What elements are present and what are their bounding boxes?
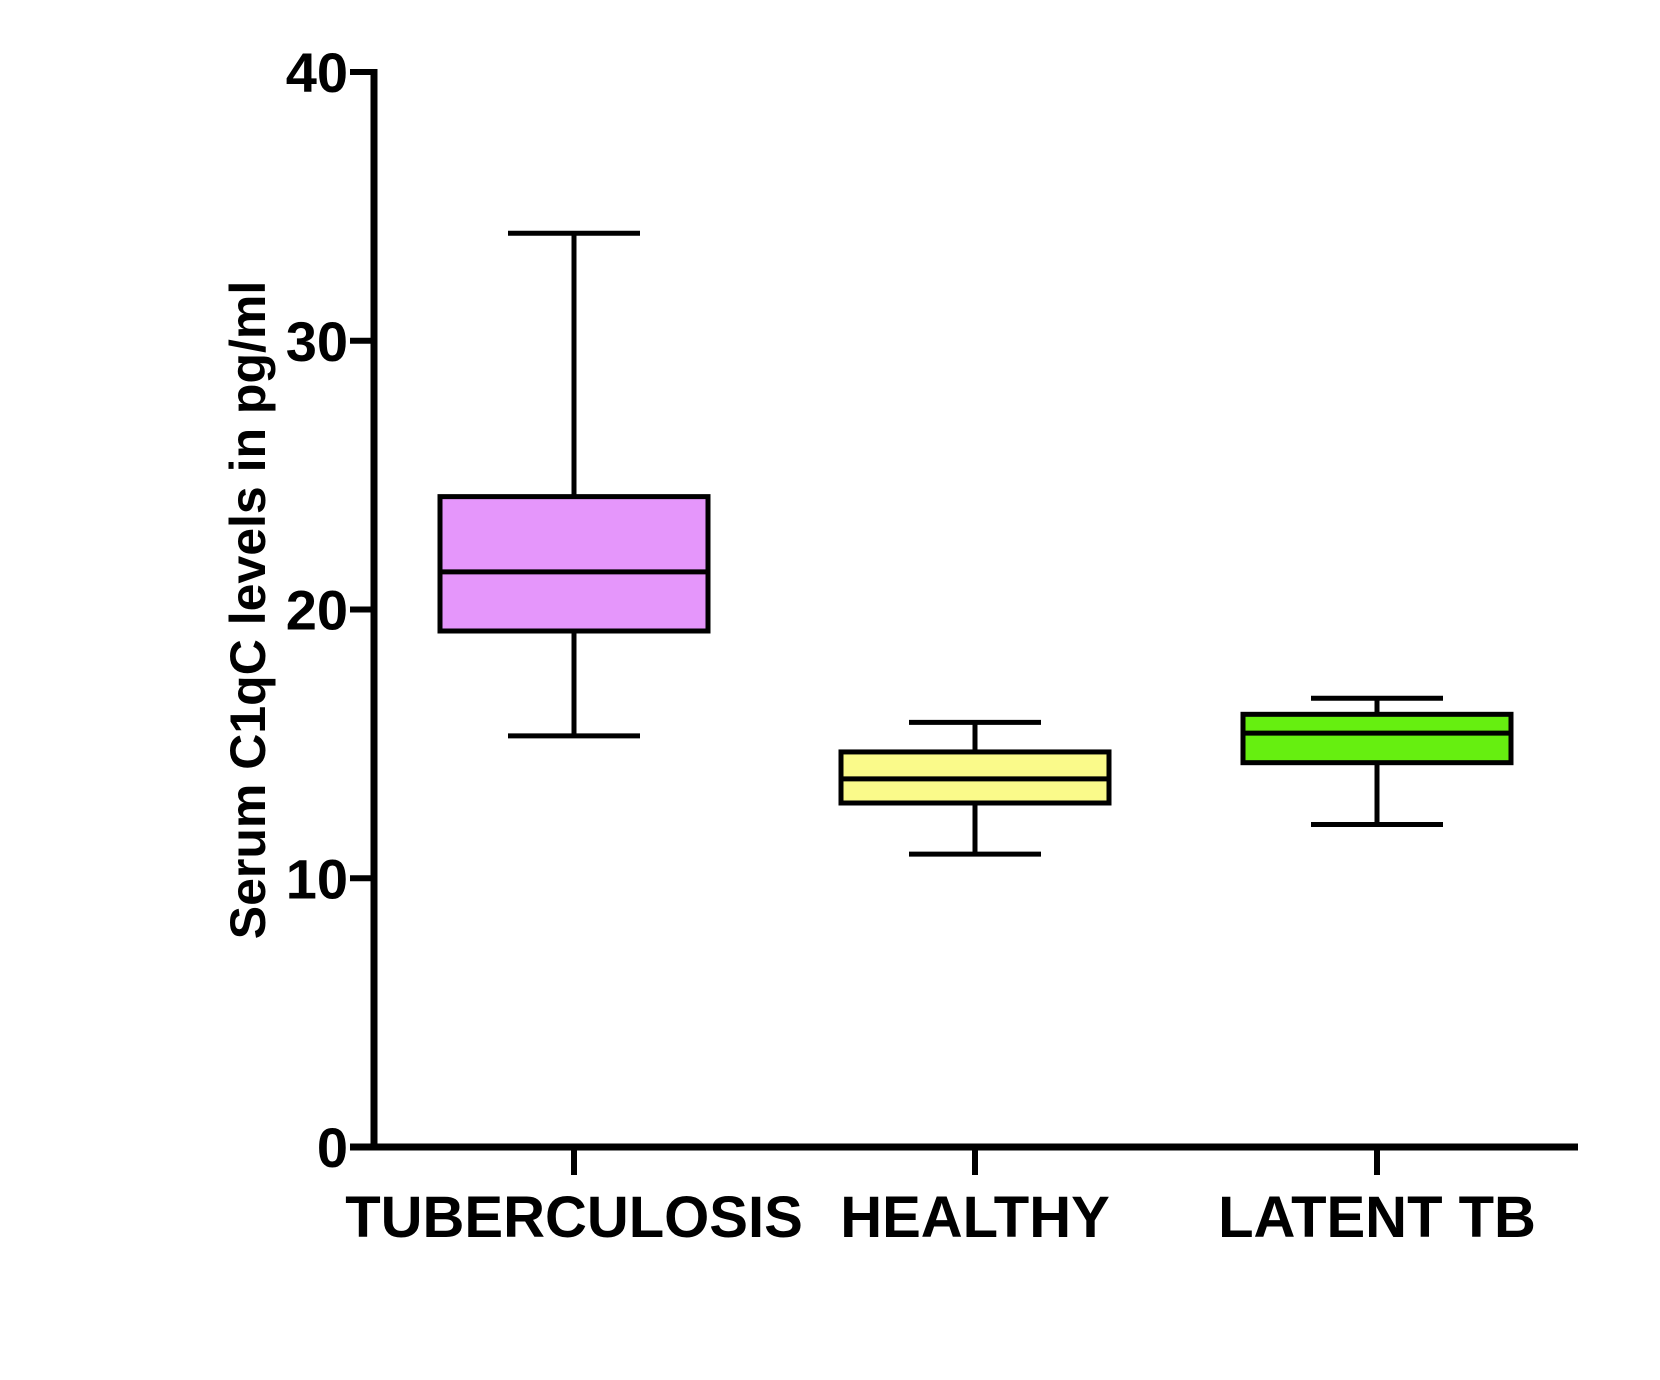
y-axis-ticks: 0 10 20 30 40 bbox=[286, 41, 374, 1179]
x-tick-label: LATENT TB bbox=[1218, 1185, 1536, 1250]
y-axis-label-group: Serum C1qC levels in pg/ml bbox=[220, 281, 276, 940]
x-axis-ticks: TUBERCULOSIS HEALTHY LATENT TB bbox=[345, 1147, 1536, 1250]
iqr-box bbox=[1240, 711, 1514, 766]
box-tuberculosis bbox=[437, 230, 711, 739]
y-tick-label: 40 bbox=[286, 41, 348, 104]
y-axis-label: Serum C1qC levels in pg/ml bbox=[220, 281, 276, 940]
y-tick-label: 10 bbox=[286, 847, 348, 910]
iqr-box bbox=[437, 494, 711, 634]
x-tick-label: TUBERCULOSIS bbox=[345, 1185, 803, 1250]
y-tick-label: 20 bbox=[286, 579, 348, 642]
box-healthy bbox=[838, 719, 1112, 857]
y-tick-label: 30 bbox=[286, 310, 348, 373]
x-tick-label: HEALTHY bbox=[840, 1185, 1110, 1250]
box-latent-tb bbox=[1240, 695, 1514, 827]
box-series bbox=[437, 230, 1514, 857]
y-tick-label: 0 bbox=[317, 1116, 348, 1179]
